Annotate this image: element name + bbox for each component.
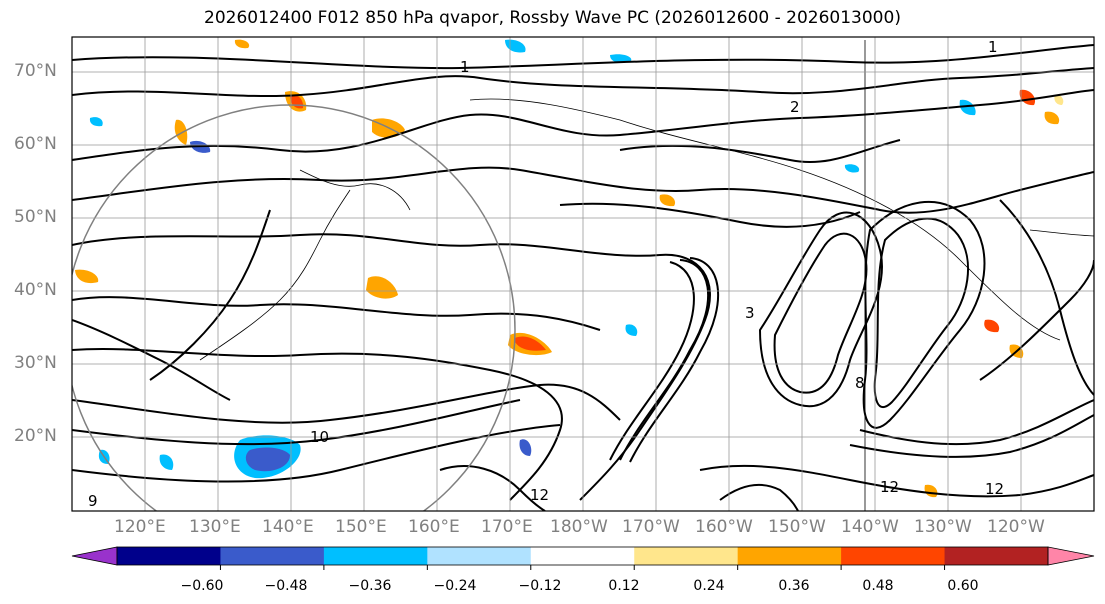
contour-label: 9	[88, 492, 98, 510]
lat-label: 30°N	[14, 353, 57, 373]
lat-label: 40°N	[14, 280, 57, 300]
colorbar-tick-label: −0.60	[180, 578, 224, 594]
colorbar-tick-label: −0.48	[264, 578, 308, 594]
lon-label: 120°W	[987, 517, 1045, 537]
lon-label: 170°W	[622, 517, 680, 537]
colorbar-tick-label: 0.12	[608, 578, 640, 594]
colorbar-tick-label: 0.48	[862, 578, 894, 594]
lon-label: 170°E	[481, 517, 533, 537]
lon-label: 150°E	[335, 517, 387, 537]
graticule	[72, 37, 1094, 511]
contour-label: 12	[880, 478, 899, 496]
contour-label: 10	[310, 428, 329, 446]
map-title: 2026012400 F012 850 hPa qvapor, Rossby W…	[204, 8, 901, 28]
lon-label: 140°E	[262, 517, 314, 537]
lon-label: 130°W	[914, 517, 972, 537]
contour-label: 8	[855, 374, 865, 392]
rossby-wave-contours	[72, 44, 1094, 511]
colorbar-tick-label: 0.36	[778, 578, 810, 594]
lon-label: 120°E	[114, 517, 166, 537]
contour-label: 12	[530, 486, 549, 504]
lat-label: 60°N	[14, 134, 57, 154]
lon-label: 160°W	[695, 517, 753, 537]
lon-label: 180°W	[550, 517, 608, 537]
contour-labels: 1 1 2 3 8 9 12 12 12 10	[88, 38, 1004, 510]
contour-label: 3	[745, 304, 755, 322]
lon-label: 150°W	[768, 517, 826, 537]
map-frame	[71, 36, 1095, 512]
lon-label: 140°W	[841, 517, 899, 537]
lat-label: 20°N	[14, 426, 57, 446]
colorbar-tick-label: −0.36	[348, 578, 392, 594]
colorbar-tick-label: 0.60	[947, 578, 979, 594]
coastlines	[199, 40, 1094, 511]
colorbar-tick-label: −0.24	[433, 578, 477, 594]
contour-label: 1	[460, 58, 470, 76]
lon-label: 160°E	[408, 517, 460, 537]
contour-label: 12	[985, 480, 1004, 498]
contour-label: 1	[988, 38, 998, 56]
contour-label: 2	[790, 98, 800, 116]
lat-label: 50°N	[14, 207, 57, 227]
lon-label: 130°E	[189, 517, 241, 537]
colorbar-tick-label: 0.24	[693, 578, 725, 594]
lat-label: 70°N	[14, 61, 57, 81]
reference-circle	[72, 104, 516, 511]
colorbar-tick-label: −0.12	[518, 578, 562, 594]
